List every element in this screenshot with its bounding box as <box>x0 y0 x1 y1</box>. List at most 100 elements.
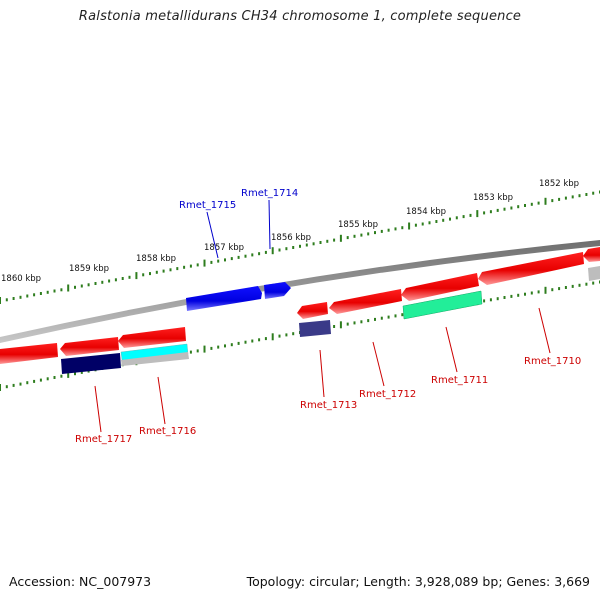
topology-value: circular <box>309 574 356 589</box>
minor-tick <box>442 218 445 222</box>
gene-rmet-1715 <box>186 286 262 311</box>
minor-tick <box>558 287 561 291</box>
minor-tick <box>60 288 63 292</box>
minor-tick <box>421 222 424 226</box>
minor-tick <box>278 248 281 252</box>
label-rmet-1717: Rmet_1717 <box>75 434 132 445</box>
minor-tick <box>353 234 356 238</box>
minor-tick <box>169 268 172 272</box>
minor-tick <box>530 202 533 206</box>
minor-tick <box>305 243 308 247</box>
cog-bar-rmet-1710 <box>588 266 600 281</box>
leader-rmet-1717 <box>94 385 102 433</box>
major-tick <box>271 247 274 255</box>
minor-tick <box>537 201 540 205</box>
major-tick <box>0 297 1 304</box>
leader-rmet-1714 <box>268 199 271 250</box>
gene-rmet-1710 <box>478 252 584 285</box>
minor-tick <box>592 191 595 195</box>
topology-label: Topology: <box>246 574 306 589</box>
minor-tick <box>551 199 554 203</box>
minor-tick <box>39 292 42 295</box>
minor-tick <box>462 215 465 219</box>
minor-tick <box>360 233 363 237</box>
minor-tick <box>537 290 540 294</box>
label-rmet-1715: Rmet_1715 <box>179 200 236 211</box>
accession-line: Accession: NC_007973 <box>9 574 151 589</box>
minor-tick <box>210 346 213 350</box>
minor-tick <box>39 378 42 382</box>
minor-tick <box>121 277 124 280</box>
minor-tick <box>74 285 76 289</box>
minor-tick <box>196 263 199 267</box>
minor-tick <box>524 204 526 207</box>
length-value: 3,928,089 bp <box>414 574 499 589</box>
minor-tick <box>387 228 390 232</box>
minor-tick <box>258 338 261 342</box>
minor-tick <box>74 372 76 376</box>
minor-tick <box>469 213 472 217</box>
minor-tick <box>5 298 8 302</box>
major-tick <box>339 234 342 242</box>
minor-tick <box>46 290 49 294</box>
minor-tick <box>26 381 29 385</box>
minor-tick <box>189 350 192 354</box>
minor-tick <box>53 289 56 293</box>
minor-tick <box>196 349 199 353</box>
label-rmet-1711: Rmet_1711 <box>431 375 488 386</box>
minor-tick <box>80 370 83 374</box>
tick-label-1853: 1853 kbp <box>473 193 513 203</box>
minor-tick <box>244 254 247 258</box>
minor-tick <box>319 241 322 244</box>
gene-rmet-1712 <box>329 289 402 314</box>
major-tick <box>544 197 547 205</box>
map-title: Ralstonia metallidurans CH34 chromosome … <box>78 9 522 24</box>
accession-value: NC_007973 <box>79 574 152 589</box>
gene-rmet-1713 <box>297 302 328 319</box>
minor-tick <box>12 297 15 300</box>
minor-tick <box>346 236 349 240</box>
minor-tick <box>224 258 226 262</box>
leader-rmet-1716 <box>157 376 166 425</box>
minor-tick <box>19 295 22 299</box>
minor-tick <box>401 313 404 317</box>
minor-tick <box>571 284 574 288</box>
tick-labels: 1860 kbp 1859 kbp 1858 kbp 1857 kbp 1856… <box>1 179 579 284</box>
minor-tick <box>80 284 83 288</box>
minor-tick <box>530 291 533 295</box>
minor-tick <box>237 255 240 259</box>
minor-tick <box>258 252 261 256</box>
minor-tick <box>517 205 520 209</box>
minor-tick <box>428 221 431 225</box>
minor-tick <box>333 238 336 242</box>
minor-tick <box>114 278 117 282</box>
minor-tick <box>60 374 63 378</box>
minor-tick <box>285 333 288 337</box>
minor-tick <box>401 226 404 230</box>
minor-tick <box>87 283 90 287</box>
minor-tick <box>292 246 295 249</box>
minor-tick <box>435 220 438 223</box>
genes-label: Genes: <box>506 574 551 589</box>
gene-rmet-1711 <box>401 273 479 301</box>
tick-label-1855: 1855 kbp <box>338 220 378 230</box>
minor-tick <box>394 227 397 231</box>
gene-left-1 <box>0 343 58 364</box>
major-tick <box>544 286 547 294</box>
tick-label-1858: 1858 kbp <box>136 254 176 264</box>
minor-tick <box>503 296 506 299</box>
minor-tick <box>578 283 581 287</box>
minor-tick <box>264 337 267 341</box>
minor-tick <box>585 282 588 286</box>
minor-tick <box>155 270 158 274</box>
minor-tick <box>524 292 526 296</box>
minor-tick <box>46 377 49 381</box>
minor-tick <box>33 379 36 383</box>
label-rmet-1713: Rmet_1713 <box>300 400 357 411</box>
tick-label-1859: 1859 kbp <box>69 264 109 274</box>
minor-tick <box>585 193 588 196</box>
cog-bar-rmet-1713 <box>299 320 331 337</box>
tick-label-1856: 1856 kbp <box>271 233 311 243</box>
label-rmet-1716: Rmet_1716 <box>139 426 196 437</box>
